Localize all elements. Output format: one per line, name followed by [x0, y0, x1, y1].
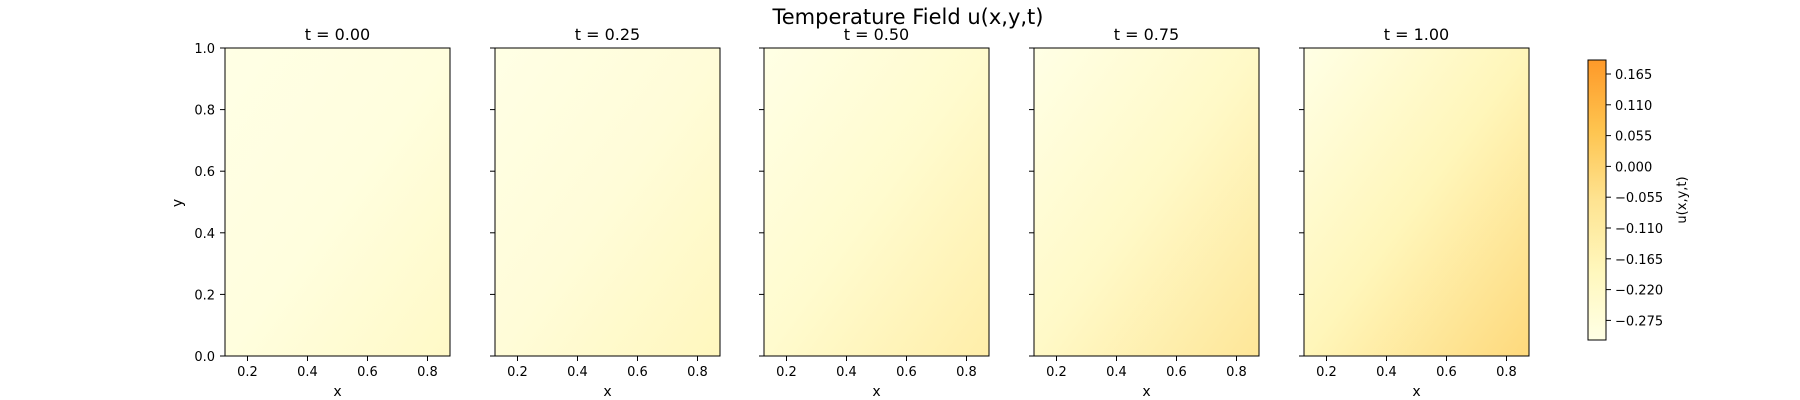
panel-title: t = 0.50	[844, 25, 909, 44]
x-tick-label: 0.4	[1106, 365, 1127, 380]
x-tick-label: 0.4	[1376, 365, 1397, 380]
x-tick-label: 0.6	[896, 365, 917, 380]
heatmap-field	[1304, 48, 1529, 356]
x-axis-label: x	[872, 384, 880, 400]
heatmap-panel: t = 1.00 0.2 0.4 0.6 0.8 x	[1299, 25, 1530, 400]
colorbar-label: u(x,y,t)	[1675, 176, 1690, 223]
heatmap-panel: t = 0.25 0.2 0.4 0.6 0.8 x	[490, 25, 721, 400]
heatmap-panel: t = 0.75 0.2 0.4 0.6 0.8 x	[1029, 25, 1260, 400]
x-tick-label: 0.2	[1316, 365, 1337, 380]
x-tick-label: 0.6	[1166, 365, 1187, 380]
colorbar: 0.165 0.110 0.055 0.000 −0.055 −0.110 −0.165 −0…	[1587, 59, 1690, 341]
plot-frame	[494, 47, 721, 357]
colorbar-tick-label: −0.055	[1615, 191, 1663, 206]
plot-frame	[1303, 47, 1530, 357]
x-axis-label: x	[333, 384, 341, 400]
x-tick-label: 0.4	[836, 365, 857, 380]
colorbar-tick-label: 0.110	[1615, 99, 1652, 114]
colorbar-tick-label: 0.165	[1615, 68, 1652, 83]
panel-title: t = 0.25	[575, 25, 640, 44]
y-tick-label: 0.4	[194, 227, 215, 242]
y-axis-label: y	[170, 199, 186, 207]
x-tick-label: 0.6	[357, 365, 378, 380]
colorbar-frame	[1587, 59, 1607, 341]
y-tick-label: 1.0	[194, 42, 215, 57]
chart-title: Temperature Field u(x,y,t)	[772, 5, 1044, 29]
heatmap-field	[225, 48, 450, 356]
colorbar-tick-label: −0.275	[1615, 314, 1663, 329]
x-tick-label: 0.4	[297, 365, 318, 380]
colorbar-gradient	[1588, 60, 1606, 340]
panel-title: t = 0.00	[305, 25, 370, 44]
plot-frame	[1033, 47, 1260, 357]
x-axis-label: x	[1142, 384, 1150, 400]
x-tick-label: 0.6	[1436, 365, 1457, 380]
x-tick-label: 0.8	[1226, 365, 1247, 380]
x-tick-label: 0.2	[507, 365, 528, 380]
colorbar-tick-label: −0.165	[1615, 253, 1663, 268]
x-tick-label: 0.2	[237, 365, 258, 380]
x-axis-label: x	[603, 384, 611, 400]
panel-title: t = 0.75	[1114, 25, 1179, 44]
y-tick-label: 0.8	[194, 104, 215, 119]
y-tick-label: 0.6	[194, 165, 215, 180]
colorbar-tick-label: −0.220	[1615, 284, 1663, 299]
heatmap-field	[764, 48, 989, 356]
heatmap-panels: t = 0.000.2 0.4 0.6 0.8x0.00.20.40.60.81.0t…	[194, 25, 1530, 400]
x-tick-label: 0.8	[687, 365, 708, 380]
x-tick-label: 0.2	[1046, 365, 1067, 380]
colorbar-tick-label: 0.000	[1615, 160, 1652, 175]
heatmap-panel: t = 0.50 0.2 0.4 0.6 0.8 x	[759, 25, 990, 400]
x-tick-label: 0.8	[956, 365, 977, 380]
x-tick-label: 0.8	[417, 365, 438, 380]
heatmap-panel: t = 0.00 0.2 0.4 0.6 0.8 x 0.0 0.2 0.4 0.6 0.8 1.0	[194, 25, 451, 400]
heatmap-field	[1034, 48, 1259, 356]
panel-title: t = 1.00	[1384, 25, 1449, 44]
colorbar-tick-label: 0.055	[1615, 130, 1652, 145]
x-tick-label: 0.6	[627, 365, 648, 380]
plot-frame	[763, 47, 990, 357]
x-tick-label: 0.2	[776, 365, 797, 380]
x-tick-label: 0.8	[1496, 365, 1517, 380]
y-tick-label: 0.0	[194, 350, 215, 365]
x-tick-label: 0.4	[567, 365, 588, 380]
y-tick-label: 0.2	[194, 288, 215, 303]
x-axis-label: x	[1412, 384, 1420, 400]
colorbar-tick-label: −0.110	[1615, 222, 1663, 237]
plot-frame	[224, 47, 451, 357]
heatmap-field	[495, 48, 720, 356]
